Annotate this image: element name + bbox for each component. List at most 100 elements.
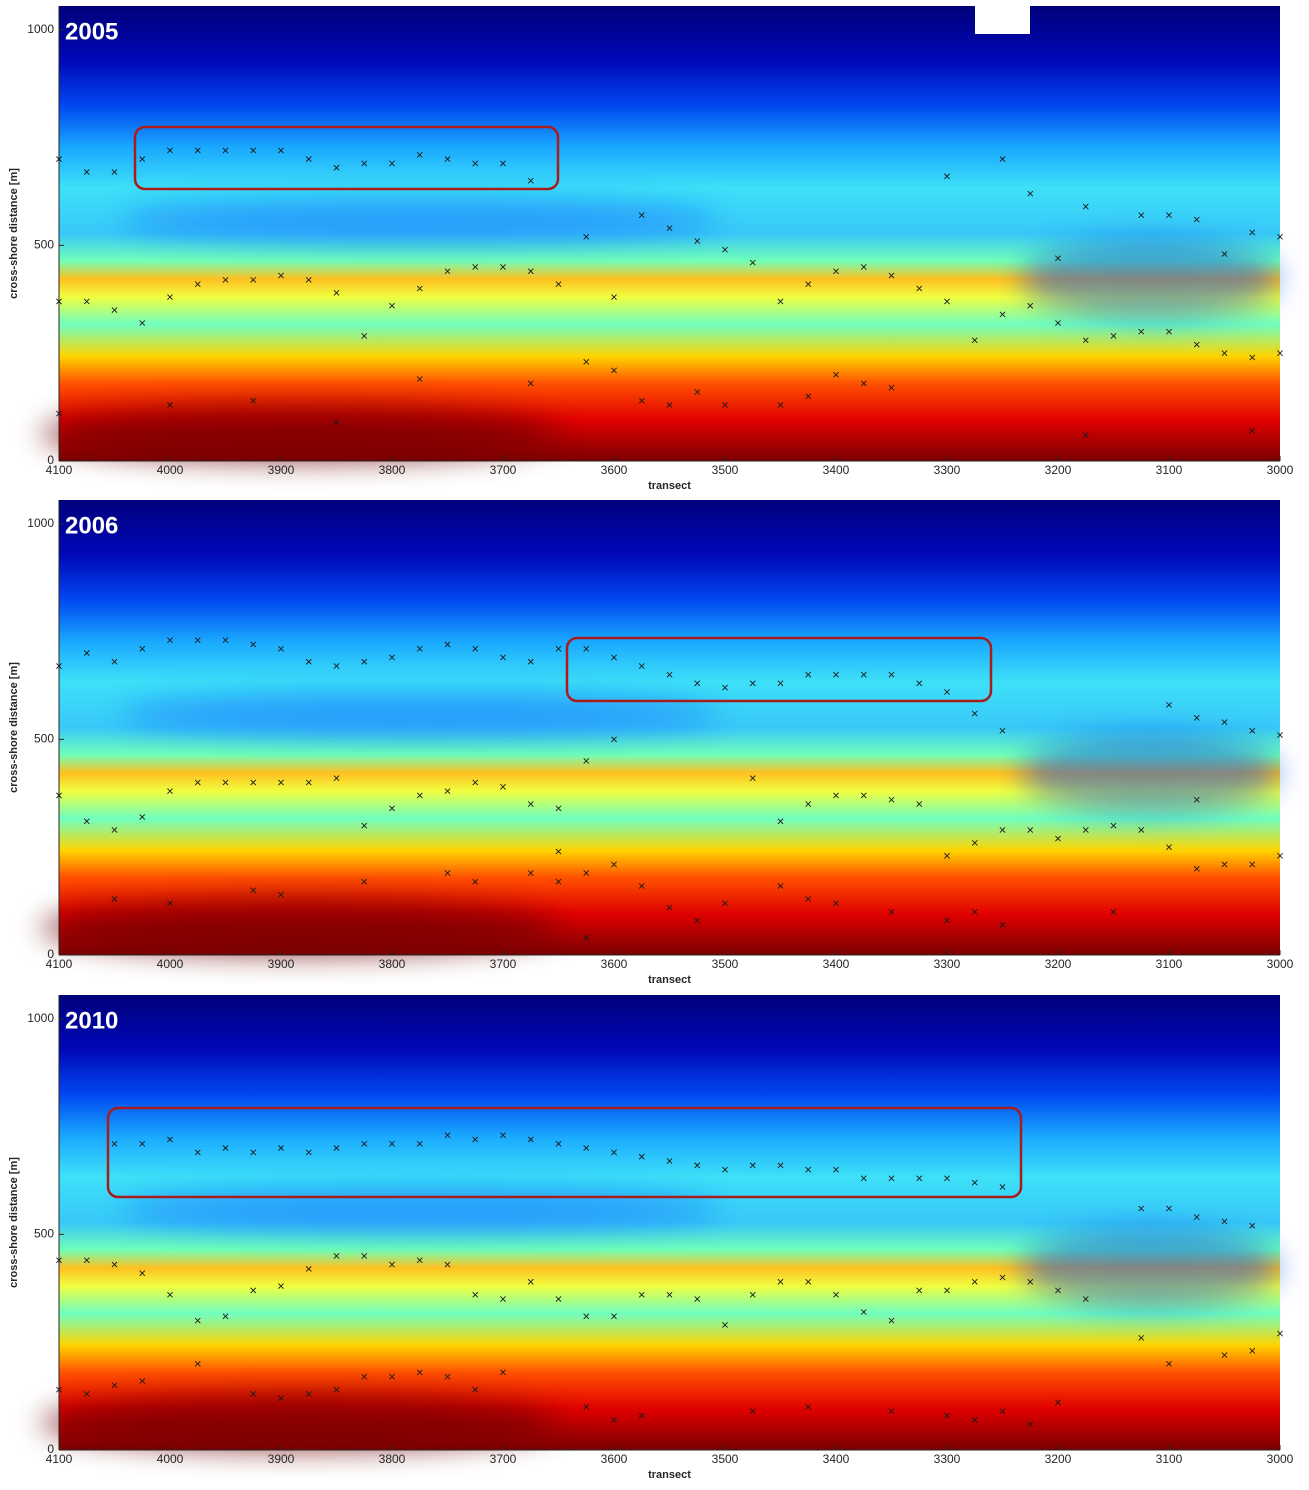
marker <box>777 1278 784 1285</box>
x-tick-label: 3800 <box>379 1452 406 1466</box>
marker <box>333 1386 340 1393</box>
marker <box>389 302 395 309</box>
marker <box>749 1408 756 1415</box>
marker <box>999 921 1006 928</box>
marker <box>583 645 590 652</box>
marker <box>888 1175 895 1182</box>
marker <box>916 680 923 687</box>
x-tick-label: 3500 <box>712 957 739 971</box>
marker <box>1221 1218 1228 1225</box>
marker <box>1138 212 1145 219</box>
marker <box>1082 203 1089 210</box>
marker <box>944 1175 950 1182</box>
marker <box>305 658 312 665</box>
marker <box>722 684 728 691</box>
marker <box>278 1283 284 1290</box>
marker <box>1138 1205 1145 1212</box>
marker <box>139 645 146 652</box>
marker <box>250 147 257 154</box>
marker <box>361 1253 368 1259</box>
marker <box>555 1296 562 1302</box>
marker <box>749 1291 756 1298</box>
highlight-box <box>133 125 560 191</box>
marker <box>222 779 229 786</box>
x-tick-label: 3200 <box>1045 1452 1072 1466</box>
marker <box>361 1373 368 1380</box>
marker <box>139 1270 146 1277</box>
marker <box>194 1360 201 1367</box>
marker <box>444 1373 451 1380</box>
y-axis-label: cross-shore distance [m] <box>8 662 20 793</box>
marker <box>860 792 867 799</box>
marker <box>167 788 173 795</box>
marker <box>111 827 118 833</box>
marker <box>500 783 506 790</box>
marker <box>583 1403 590 1410</box>
marker <box>805 393 812 400</box>
x-tick-label: 3100 <box>1156 957 1183 971</box>
marker <box>1277 350 1283 357</box>
marker <box>1249 727 1256 734</box>
marker <box>1166 212 1172 219</box>
marker <box>389 805 395 812</box>
marker <box>472 878 479 885</box>
marker <box>1166 701 1172 708</box>
marker <box>1110 333 1117 339</box>
marker <box>999 1274 1006 1281</box>
marker <box>1249 1347 1256 1354</box>
y-tick-label: 500 <box>34 732 54 746</box>
x-tick-label: 3900 <box>268 957 295 971</box>
marker <box>472 1291 479 1298</box>
marker <box>944 1412 950 1419</box>
marker <box>389 654 395 661</box>
marker <box>527 1278 534 1285</box>
marker <box>278 645 284 652</box>
x-tick-label: 3200 <box>1045 957 1072 971</box>
marker <box>1082 432 1089 439</box>
marker <box>167 402 173 408</box>
marker <box>500 1132 506 1139</box>
marker <box>694 1162 701 1169</box>
marker <box>83 650 90 657</box>
marker <box>638 397 645 404</box>
marker <box>333 419 340 426</box>
marker <box>1166 1360 1172 1367</box>
marker <box>139 320 146 326</box>
marker <box>777 883 784 889</box>
marker <box>583 870 590 876</box>
marker <box>194 779 201 786</box>
marker <box>1082 337 1089 344</box>
marker <box>1055 1287 1061 1294</box>
marker <box>1166 844 1172 851</box>
marker <box>500 1296 506 1302</box>
marker <box>971 710 978 717</box>
x-tick-label: 3100 <box>1156 463 1183 477</box>
marker <box>1027 827 1034 833</box>
marker <box>583 1145 590 1152</box>
x-tick-label: 3000 <box>1267 463 1294 477</box>
marker <box>1221 719 1228 726</box>
marker <box>694 917 701 924</box>
marker <box>1055 835 1061 842</box>
marker <box>56 792 62 799</box>
marker <box>1166 1205 1172 1212</box>
marker <box>472 779 479 786</box>
marker <box>500 160 506 167</box>
marker <box>805 671 812 678</box>
marker <box>666 1291 673 1298</box>
marker <box>805 896 812 902</box>
marker <box>722 402 728 408</box>
marker <box>666 1158 673 1164</box>
panel: 4100 4000 3900 3800 3700 3600 3500 3400 3300 3200… <box>8 995 1294 1481</box>
marker <box>999 1408 1006 1415</box>
highlight-box <box>565 636 993 703</box>
marker <box>777 680 784 687</box>
marker <box>222 1145 229 1152</box>
marker <box>1277 1330 1283 1337</box>
blank-patch <box>975 6 1030 34</box>
x-tick-label: 3000 <box>1267 1452 1294 1466</box>
marker <box>500 1369 506 1376</box>
marker <box>944 689 950 695</box>
marker <box>583 233 590 240</box>
